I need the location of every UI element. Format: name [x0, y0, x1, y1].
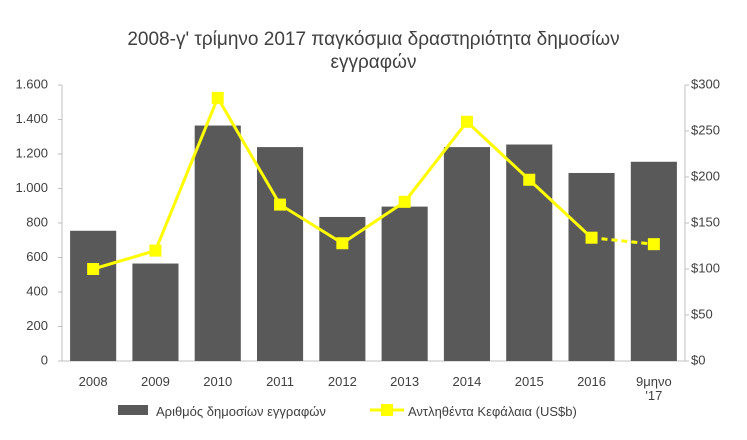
marker — [274, 198, 287, 211]
bar — [132, 263, 179, 361]
y2-tick-label: $250 — [691, 122, 720, 137]
legend-label: Αριθμός δημοσίων εγγραφών — [156, 404, 326, 419]
y-tick-label: 200 — [26, 318, 48, 333]
bar — [256, 147, 304, 361]
y2-tick-label: $150 — [691, 214, 720, 229]
y2-tick-label: $50 — [691, 306, 713, 321]
x-tick-label: 2014 — [452, 374, 482, 389]
bar — [568, 172, 615, 361]
bar — [194, 125, 241, 361]
x-tick-label: 2013 — [390, 374, 420, 389]
x-tick-label: 2011 — [266, 374, 295, 389]
marker — [585, 231, 598, 244]
legend-swatch — [381, 404, 393, 416]
bar — [443, 147, 491, 361]
x-tick-label: 9μηνο '17 — [636, 374, 672, 403]
marker — [87, 263, 100, 275]
marker — [149, 244, 162, 257]
y-tick-label: 600 — [26, 249, 48, 264]
marker — [460, 115, 473, 128]
y-tick-label: 800 — [26, 214, 48, 229]
bar — [381, 206, 428, 361]
marker — [523, 173, 536, 186]
y-tick-label: 1.200 — [15, 145, 48, 160]
bar — [70, 230, 117, 361]
legend-label: Αντληθέντα Κεφάλαια (US$b) — [408, 404, 577, 419]
y-tick-label: 1.400 — [15, 111, 48, 126]
x-tick-label: 2010 — [203, 374, 233, 389]
line-dashed — [591, 236, 655, 246]
x-tick-label: 2012 — [327, 374, 357, 389]
x-tick-label: 2015 — [514, 374, 544, 389]
x-tick-label: 2009 — [140, 374, 170, 389]
x-tick-label: 2016 — [577, 374, 606, 389]
chart-title: 2008-γ' τρίμηνο 2017 παγκόσμια δραστηριό… — [127, 29, 620, 73]
marker — [398, 195, 411, 208]
y-tick-label: 1.600 — [15, 76, 48, 91]
y2-tick-label: $0 — [691, 352, 705, 367]
legend-swatch — [118, 405, 148, 415]
bar — [630, 161, 677, 361]
y2-tick-label: $300 — [691, 76, 720, 91]
y-tick-label: 0 — [41, 352, 48, 367]
y2-tick-label: $100 — [691, 260, 720, 275]
marker — [211, 91, 224, 104]
marker — [336, 237, 349, 250]
x-tick-label: 2008 — [78, 374, 108, 389]
y2-tick-label: $200 — [691, 168, 720, 183]
marker — [647, 238, 660, 251]
y-tick-label: 1.000 — [15, 180, 48, 195]
y-tick-label: 400 — [26, 283, 48, 298]
